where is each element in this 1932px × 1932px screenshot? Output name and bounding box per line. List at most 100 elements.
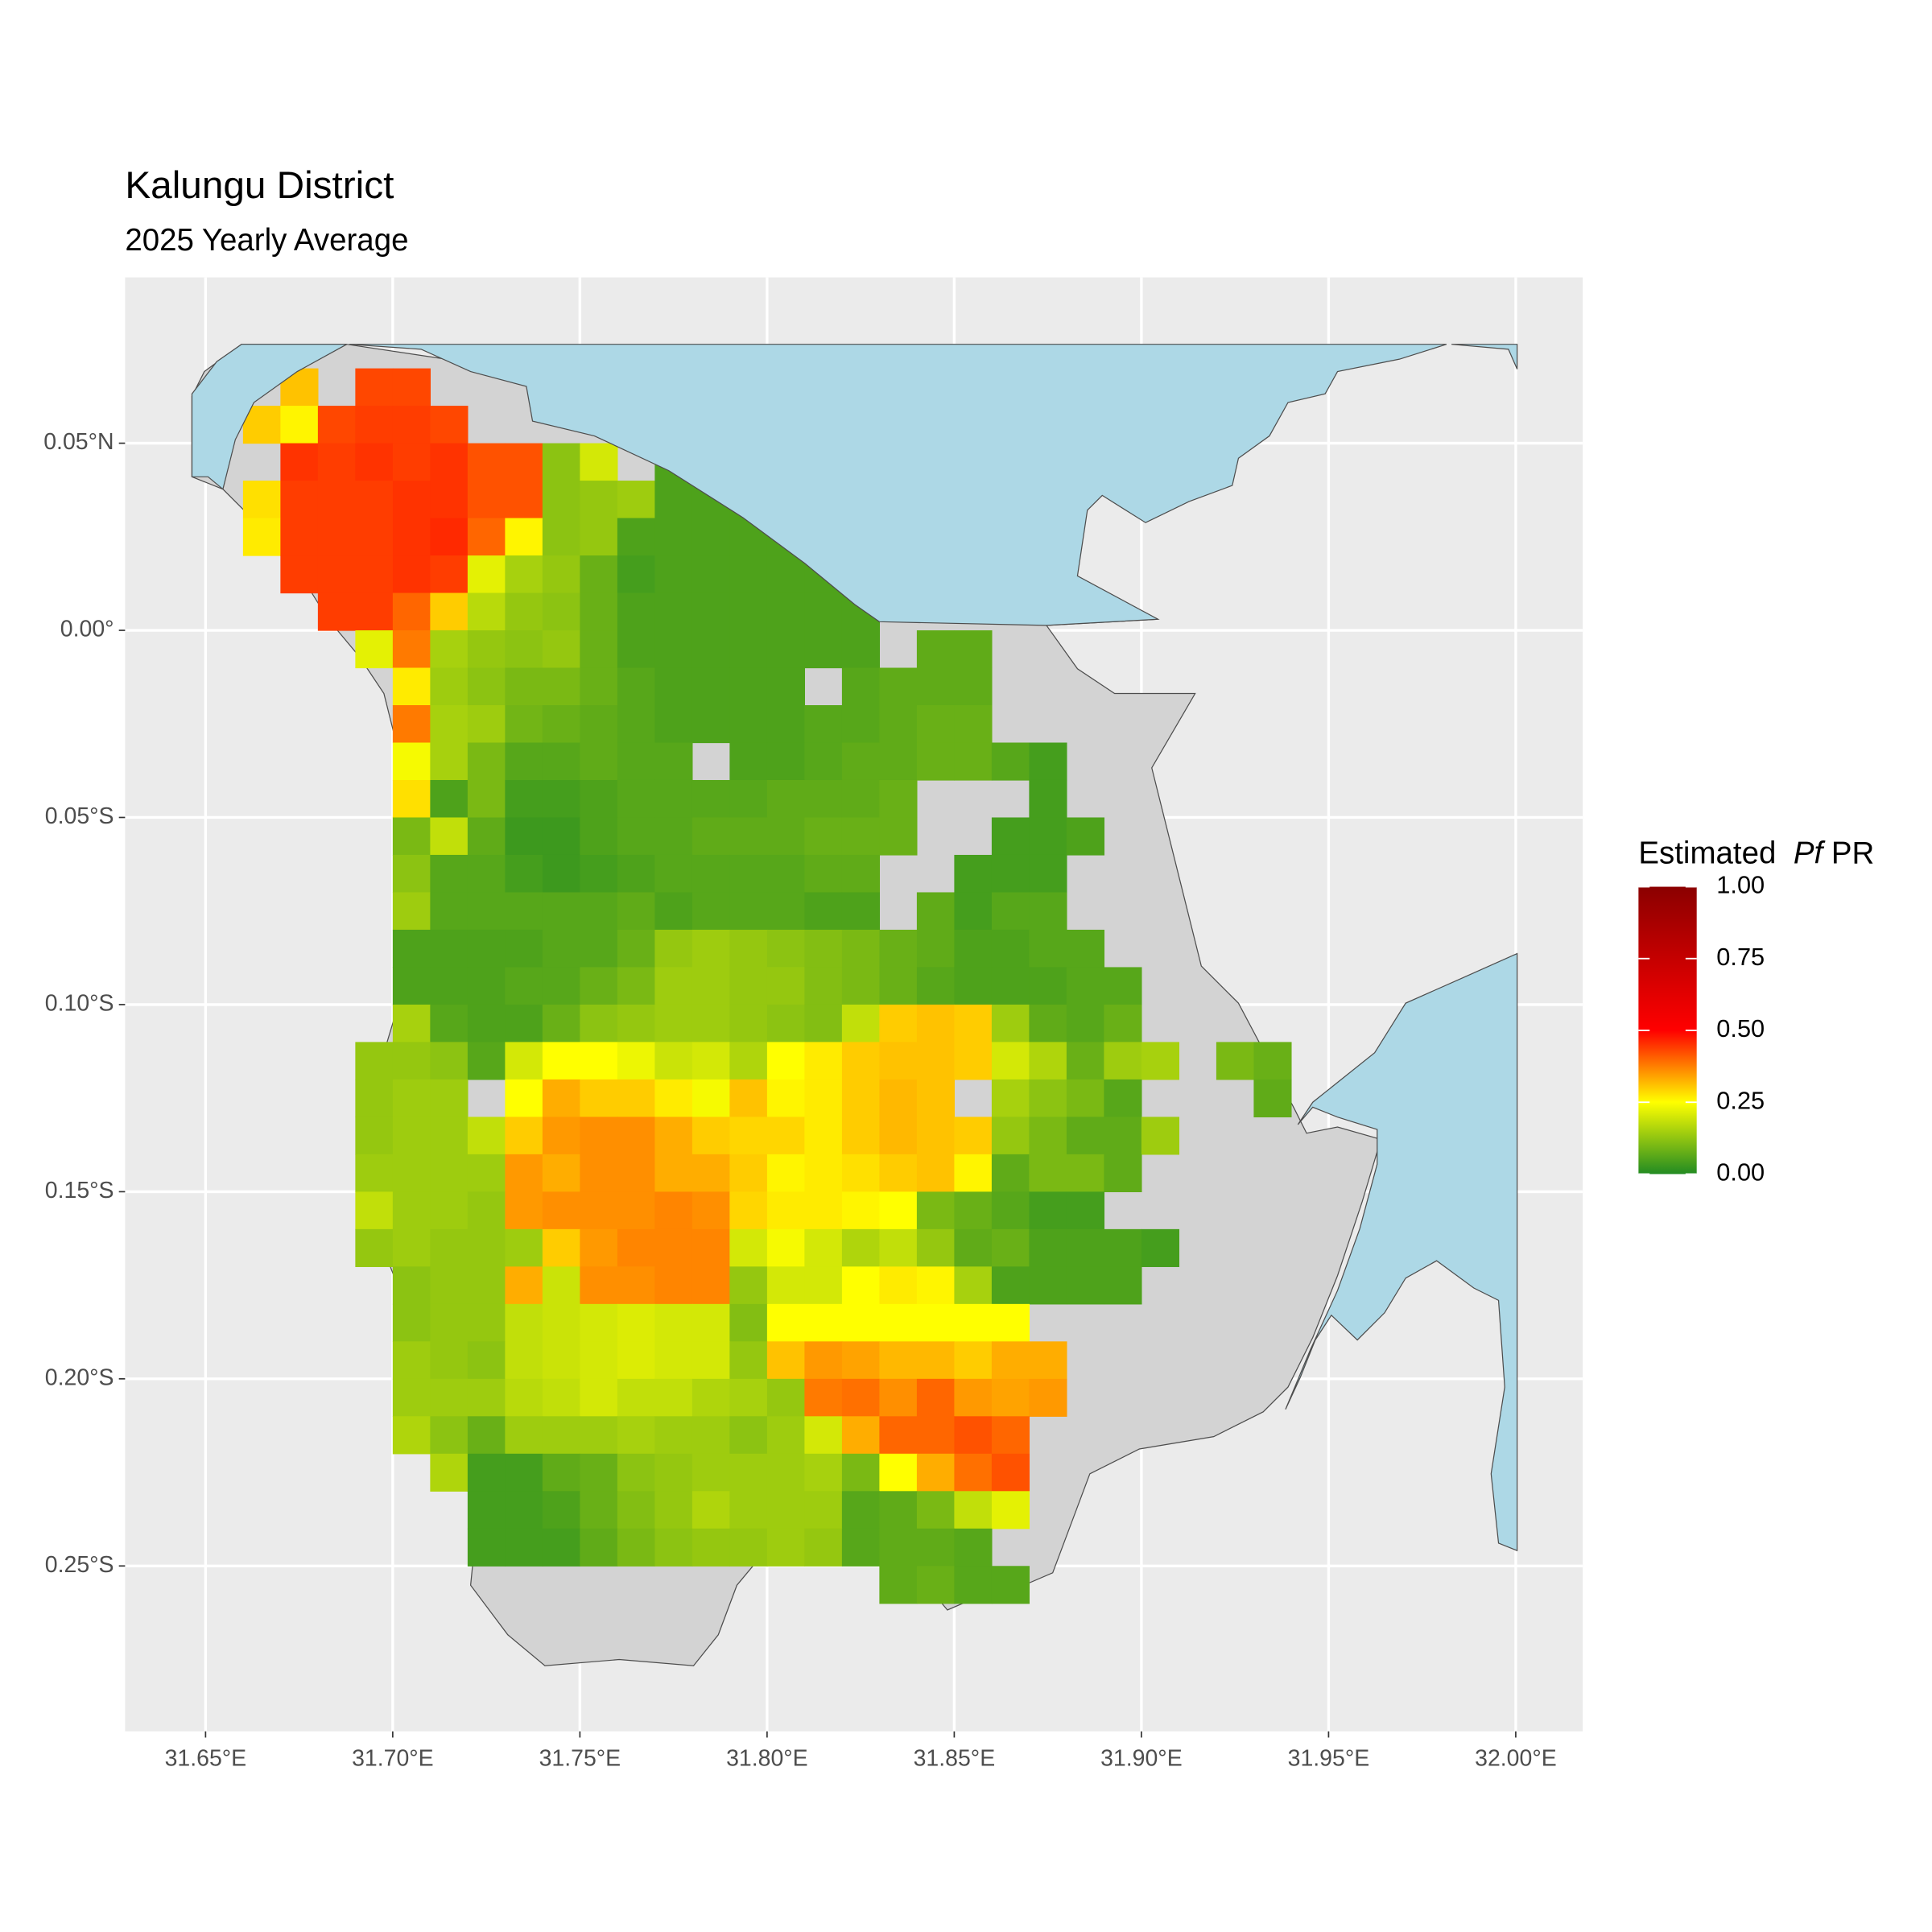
cell	[691, 1079, 730, 1118]
y-tick-label: 0.25°S	[45, 1552, 114, 1578]
cell	[355, 368, 394, 407]
cell	[916, 1378, 956, 1417]
cell	[580, 1042, 618, 1080]
cell	[392, 630, 431, 669]
cell	[691, 1042, 730, 1080]
cell	[954, 1191, 993, 1230]
cell	[729, 1079, 768, 1118]
cell	[1029, 854, 1067, 894]
cell	[1066, 1004, 1105, 1043]
cell	[841, 667, 881, 706]
cell	[879, 1266, 918, 1305]
cell	[991, 1191, 1030, 1230]
cell	[392, 592, 431, 631]
cell	[467, 1228, 506, 1267]
cell	[804, 1303, 843, 1342]
cell	[542, 667, 580, 706]
cell	[841, 854, 881, 894]
cell	[542, 443, 580, 481]
cell	[879, 1341, 918, 1380]
cell	[691, 1528, 730, 1567]
cell	[542, 1154, 580, 1192]
cell	[505, 1117, 543, 1155]
cell	[991, 1491, 1030, 1530]
cell	[580, 1491, 618, 1530]
cell	[467, 518, 506, 556]
cell	[505, 630, 543, 669]
cell	[804, 1004, 843, 1043]
cell	[542, 630, 580, 669]
cell	[617, 1416, 655, 1455]
x-tick-label: 31.85°E	[914, 1746, 996, 1772]
cell	[617, 630, 655, 669]
cell	[392, 1079, 431, 1118]
cell	[879, 779, 918, 819]
cell	[430, 667, 469, 706]
cell	[505, 1191, 543, 1230]
cell	[580, 1228, 618, 1267]
cell	[430, 406, 469, 444]
cell	[617, 555, 655, 594]
cell	[467, 630, 506, 669]
cell	[729, 779, 768, 819]
cell	[430, 1117, 469, 1155]
axes: 31.65°E 31.70°E 31.75°E 31.80°E 31.85°E 31.90…	[43, 429, 1556, 1772]
cell	[879, 1079, 918, 1118]
cell	[355, 1117, 394, 1155]
cell	[991, 1303, 1030, 1342]
cell	[617, 1042, 655, 1080]
cell	[729, 705, 768, 744]
cell	[804, 1453, 843, 1492]
cell	[804, 1191, 843, 1230]
cell	[691, 817, 730, 856]
cell	[1066, 1266, 1105, 1305]
cell	[916, 630, 956, 669]
cell	[1029, 1228, 1067, 1267]
cell	[1066, 1228, 1105, 1267]
cell	[1216, 1042, 1255, 1080]
cell	[542, 592, 580, 631]
cell	[542, 742, 580, 781]
x-tick-label: 31.75°E	[539, 1746, 621, 1772]
cell	[542, 1528, 580, 1567]
cell	[467, 1042, 506, 1080]
cell	[954, 1303, 993, 1342]
cell	[392, 1042, 431, 1080]
cell	[954, 1154, 993, 1192]
cell	[467, 667, 506, 706]
cell	[392, 1266, 431, 1305]
cell	[580, 555, 618, 594]
cell	[430, 967, 469, 1005]
cell	[542, 1266, 580, 1305]
cell	[841, 1191, 881, 1230]
cell	[804, 892, 843, 931]
cell	[691, 779, 730, 819]
cell	[766, 1453, 806, 1492]
cell	[1141, 1117, 1180, 1155]
cell	[729, 854, 768, 894]
cell	[505, 443, 543, 481]
cell	[916, 1341, 956, 1380]
cell	[467, 705, 506, 744]
cell	[617, 1341, 655, 1380]
cell	[1104, 1079, 1142, 1118]
cell	[317, 592, 356, 631]
map-title: Kalungu District	[125, 164, 394, 207]
cell	[841, 1266, 881, 1305]
cell	[617, 1228, 655, 1267]
cell	[542, 1378, 580, 1417]
cell	[430, 1191, 469, 1230]
cell	[617, 967, 655, 1005]
cell	[804, 1341, 843, 1380]
cell	[430, 705, 469, 744]
cell	[505, 555, 543, 594]
cell	[804, 929, 843, 968]
cell	[542, 967, 580, 1005]
cell	[729, 1154, 768, 1192]
cell	[916, 667, 956, 706]
cell	[691, 1491, 730, 1530]
cell	[879, 1004, 918, 1043]
y-tick-label: 0.10°S	[45, 990, 114, 1016]
cell	[542, 817, 580, 856]
cell	[991, 1042, 1030, 1080]
